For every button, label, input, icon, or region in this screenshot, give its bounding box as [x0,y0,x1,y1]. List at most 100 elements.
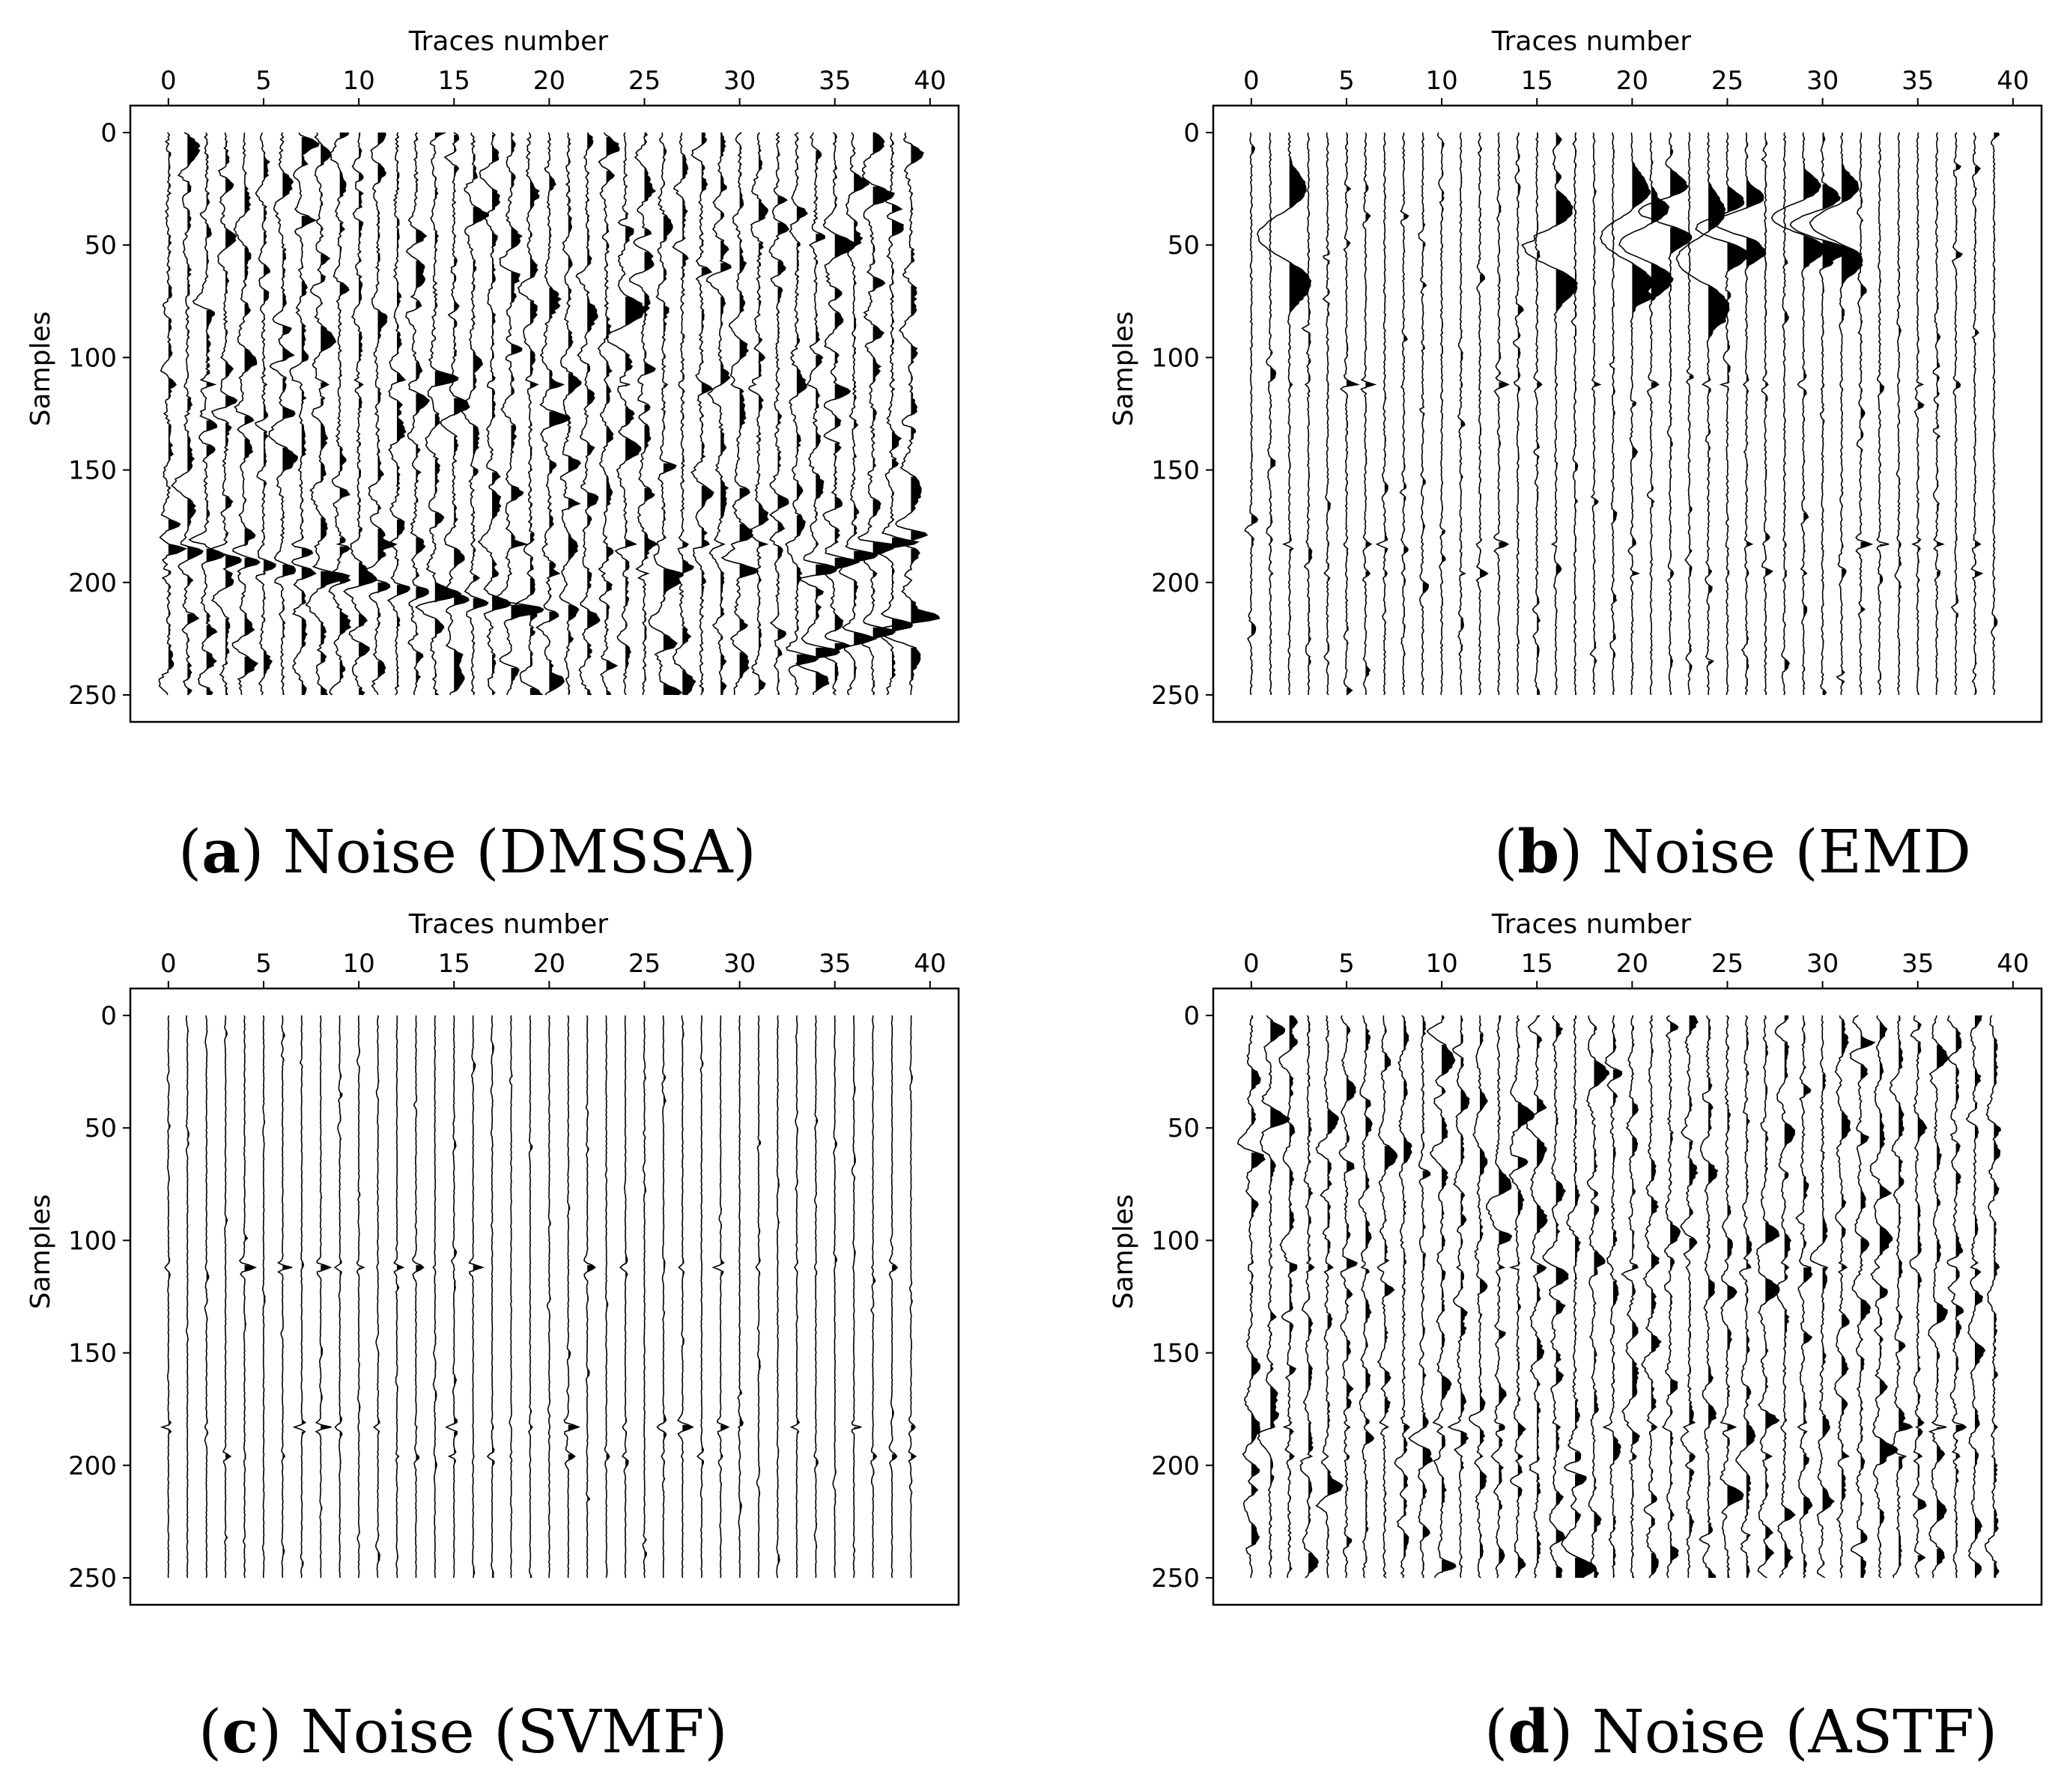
trace-14 [1513,132,1524,696]
trace-29 [1770,132,1827,696]
x-tick-label: 10 [342,949,374,979]
caption-open-paren: ( [198,1697,222,1767]
x-tick-label: 25 [1711,66,1743,96]
trace-36 [838,132,878,696]
trace-17 [486,1015,495,1579]
trace-fill-18 [1594,1027,1609,1578]
y-axis-title: Samples [25,312,56,427]
trace-7 [1375,132,1388,696]
trace-38 [1965,1015,1986,1579]
trace-0 [160,1015,172,1579]
trace-25 [642,1015,648,1579]
y-tick-label: 250 [1151,681,1200,711]
trace-21 [1641,1015,1662,1579]
trace-13 [412,1015,425,1579]
trace-0 [1236,1015,1266,1579]
caption-open-paren: ( [1484,1697,1508,1767]
y-tick-label: 50 [1168,231,1200,261]
x-tick-label: 0 [160,66,177,96]
trace-4 [1315,1015,1344,1579]
trace-11 [1447,1015,1470,1579]
x-tick-label: 10 [342,66,374,96]
trace-fill-16 [1555,135,1578,695]
trace-fill-20 [1632,142,1653,681]
trace-19 [528,1015,533,1579]
trace-2 [1278,1015,1299,1579]
trace-4 [238,1015,257,1579]
trace-18 [1589,132,1602,696]
trace-9 [333,1015,343,1579]
plot-frame [129,987,960,1606]
trace-fill-39 [1994,1038,2001,1578]
y-tick-label: 100 [1151,1226,1200,1256]
trace-fill-38 [1975,1015,1985,1578]
trace-1 [185,1015,189,1579]
trace-24 [605,132,648,696]
trace-fill-6 [282,133,297,695]
trace-37 [870,1015,878,1579]
trace-16 [468,1015,485,1579]
trace-32 [1849,1015,1876,1579]
trace-fill-11 [377,133,396,695]
trace-12 [386,132,410,696]
trace-18 [497,132,544,696]
x-tick-label: 10 [1425,66,1457,96]
trace-2 [188,132,225,696]
y-tick-label: 150 [1151,456,1200,486]
trace-3 [222,1015,232,1579]
trace-31 [747,132,769,696]
trace-20 [1621,1015,1640,1579]
y-tick-label: 50 [1168,1114,1200,1143]
traces [160,1015,917,1579]
trace-5 [1339,132,1361,696]
trace-32 [768,132,790,696]
trace-3 [210,132,243,696]
trace-fill-10 [1442,1015,1456,1573]
trace-13 [1493,132,1510,696]
trace-fill-24 [1708,135,1729,695]
y-tick-label: 0 [100,118,117,148]
trace-23 [604,1015,610,1579]
trace-0 [158,132,187,696]
trace-fill-14 [1517,133,1523,695]
x-axis-title: Traces number [408,26,608,57]
trace-20 [546,1015,551,1579]
trace-34 [1894,132,1902,696]
trace-10 [342,133,377,696]
x-tick-label: 5 [1338,949,1355,979]
panel-caption: (c) Noise (SVMF) [198,1696,728,1767]
panel-caption: (a) Noise (DMSSA) [178,816,756,887]
trace-3 [1301,132,1313,696]
trace-5 [1338,1015,1358,1579]
y-tick-label: 0 [1183,1001,1200,1031]
x-axis-title: Traces number [1491,26,1691,57]
trace-18 [1585,1015,1610,1579]
trace-27 [1761,132,1773,696]
trace-12 [393,1015,405,1579]
trace-fill-21 [568,135,581,695]
trace-14 [1508,1015,1535,1579]
trace-8 [305,132,350,696]
trace-17 [1561,1015,1597,1579]
trace-35 [1909,1015,1928,1579]
trace-29 [705,132,732,696]
trace-36 [1932,132,1945,695]
trace-12 [1475,132,1489,696]
caption-text: ) Noise (EMD [1559,817,1971,887]
x-tick-label: 40 [914,66,946,96]
trace-21 [1618,132,1674,696]
caption-open-paren: ( [1494,817,1517,887]
trace-25 [1720,1015,1744,1579]
x-tick-label: 35 [1901,949,1934,979]
trace-4 [1322,132,1332,696]
trace-11 [1457,132,1466,696]
trace-5 [261,1015,266,1578]
trace-1 [1266,132,1277,696]
trace-38 [1970,132,1984,696]
x-tick-label: 0 [160,949,177,979]
y-tick-label: 200 [1151,1451,1200,1481]
y-tick-label: 250 [1151,1564,1200,1594]
trace-2 [1257,132,1312,696]
trace-fill-30 [739,133,759,679]
trace-6 [268,132,298,696]
